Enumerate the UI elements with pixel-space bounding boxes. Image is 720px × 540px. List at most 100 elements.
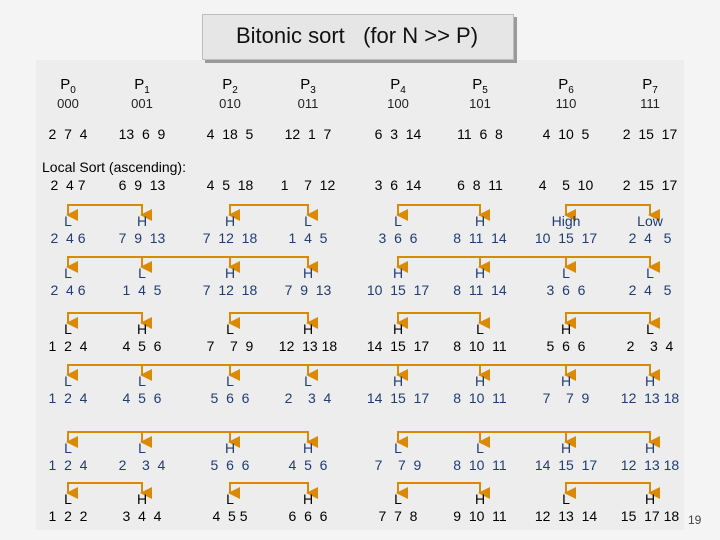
exchange-label: H bbox=[474, 373, 486, 389]
processor-values: 1 4 5 bbox=[288, 230, 328, 246]
exchange-label: H bbox=[474, 265, 486, 281]
processor-values: 8 10 11 bbox=[453, 457, 507, 473]
slide-title: Bitonic sort (for N >> P) bbox=[235, 23, 479, 48]
processor-values: 3 6 14 bbox=[374, 177, 422, 193]
exchange-label: L bbox=[64, 440, 72, 456]
exchange-label: L bbox=[394, 491, 402, 507]
exchange-label: H bbox=[136, 491, 148, 507]
processor-values: 1 2 4 bbox=[48, 338, 88, 354]
processor-values: 4 5 18 bbox=[206, 177, 254, 193]
processor-values: 9 10 11 bbox=[453, 508, 507, 524]
processor-values: 1 4 5 bbox=[122, 282, 162, 298]
exchange-label: L bbox=[138, 265, 146, 281]
processor-values: 7 9 13 bbox=[284, 282, 332, 298]
exchange-label: H bbox=[644, 440, 656, 456]
exchange-label: L bbox=[226, 321, 234, 337]
exchange-label: H bbox=[474, 213, 486, 229]
exchange-label: H bbox=[644, 373, 656, 389]
processor-values: 6 8 11 bbox=[457, 177, 503, 193]
local-sort-label: Local Sort (ascending): bbox=[42, 159, 186, 175]
processor-bits-0: 000 bbox=[57, 96, 79, 111]
processor-bits-2: 010 bbox=[219, 96, 241, 111]
processor-header-4: P4 bbox=[363, 76, 433, 96]
processor-values: 6 3 14 bbox=[374, 126, 422, 142]
processor-name: P bbox=[60, 76, 71, 93]
processor-values: 7 12 18 bbox=[202, 282, 258, 298]
processor-values: 2 4 5 bbox=[628, 282, 672, 298]
processor-values: 7 7 9 bbox=[542, 390, 590, 406]
processor-bits-1: 001 bbox=[131, 96, 153, 111]
processor-values: 2 4 6 bbox=[50, 230, 86, 246]
processor-header-6: P6 bbox=[531, 76, 601, 96]
processor-values: 1 2 2 bbox=[48, 508, 88, 524]
processor-values: 14 15 17 bbox=[366, 338, 430, 354]
processor-values: 2 7 4 bbox=[48, 126, 88, 142]
processor-name: P bbox=[558, 76, 569, 93]
processor-values: 12 13 18 bbox=[278, 338, 338, 354]
exchange-label: H bbox=[302, 440, 314, 456]
processor-values: 2 4 5 bbox=[628, 230, 672, 246]
processor-values: 10 15 17 bbox=[534, 230, 598, 246]
processor-values: 8 10 11 bbox=[453, 390, 507, 406]
exchange-label: H bbox=[302, 321, 314, 337]
processor-values: 13 6 9 bbox=[118, 126, 166, 142]
processor-index: 6 bbox=[568, 85, 574, 96]
processor-values: 4 5 6 bbox=[122, 338, 162, 354]
exchange-label: L bbox=[394, 213, 402, 229]
processor-name: P bbox=[300, 76, 311, 93]
processor-values: 2 15 17 bbox=[622, 126, 678, 142]
processor-values: 2 3 4 bbox=[626, 338, 674, 354]
processor-values: 8 10 11 bbox=[453, 338, 507, 354]
exchange-label: L bbox=[304, 373, 312, 389]
processor-values: 4 18 5 bbox=[206, 126, 254, 142]
processor-values: 1 2 4 bbox=[48, 457, 88, 473]
processor-bits-5: 101 bbox=[469, 96, 491, 111]
processor-values: 6 6 6 bbox=[288, 508, 328, 524]
exchange-label: L bbox=[138, 373, 146, 389]
processor-name: P bbox=[472, 76, 483, 93]
exchange-label: Low bbox=[637, 213, 663, 229]
exchange-label: H bbox=[560, 440, 572, 456]
exchange-label: L bbox=[64, 321, 72, 337]
exchange-label: H bbox=[644, 491, 656, 507]
exchange-label: H bbox=[302, 265, 314, 281]
processor-values: 7 7 9 bbox=[374, 457, 422, 473]
processor-values: 8 11 14 bbox=[453, 230, 507, 246]
exchange-label: H bbox=[392, 265, 404, 281]
exchange-label: L bbox=[226, 491, 234, 507]
processor-index: 0 bbox=[70, 85, 76, 96]
exchange-label: H bbox=[302, 491, 314, 507]
processor-index: 2 bbox=[232, 85, 238, 96]
exchange-label: L bbox=[476, 321, 484, 337]
exchange-label: L bbox=[226, 373, 234, 389]
processor-values: 4 10 5 bbox=[542, 126, 590, 142]
processor-values: 4 5 6 bbox=[288, 457, 328, 473]
processor-header-7: P7 bbox=[615, 76, 685, 96]
processor-values: 2 3 4 bbox=[284, 390, 332, 406]
processor-values: 12 1 7 bbox=[284, 126, 332, 142]
processor-bits-7: 111 bbox=[640, 96, 660, 111]
processor-values: 7 12 18 bbox=[202, 230, 258, 246]
processor-values: 3 4 4 bbox=[122, 508, 162, 524]
exchange-label: H bbox=[136, 213, 148, 229]
page-number: 19 bbox=[688, 513, 702, 527]
exchange-label: L bbox=[394, 440, 402, 456]
processor-values: 3 6 6 bbox=[378, 230, 418, 246]
processor-values: 2 3 4 bbox=[118, 457, 166, 473]
exchange-label: L bbox=[646, 321, 654, 337]
processor-header-1: P1 bbox=[107, 76, 177, 96]
exchange-label: L bbox=[646, 265, 654, 281]
processor-header-0: P0 bbox=[33, 76, 103, 96]
processor-name: P bbox=[134, 76, 145, 93]
processor-values: 5 6 6 bbox=[210, 457, 250, 473]
processor-name: P bbox=[222, 76, 233, 93]
processor-values: 5 6 6 bbox=[546, 338, 586, 354]
processor-values: 12 13 18 bbox=[620, 457, 680, 473]
processor-values: 1 2 4 bbox=[48, 390, 88, 406]
exchange-label: L bbox=[304, 213, 312, 229]
processor-values: 4 5 10 bbox=[538, 177, 594, 193]
processor-values: 14 15 17 bbox=[534, 457, 598, 473]
exchange-label: L bbox=[562, 265, 570, 281]
exchange-label: H bbox=[224, 213, 236, 229]
processor-values: 14 15 17 bbox=[366, 390, 430, 406]
